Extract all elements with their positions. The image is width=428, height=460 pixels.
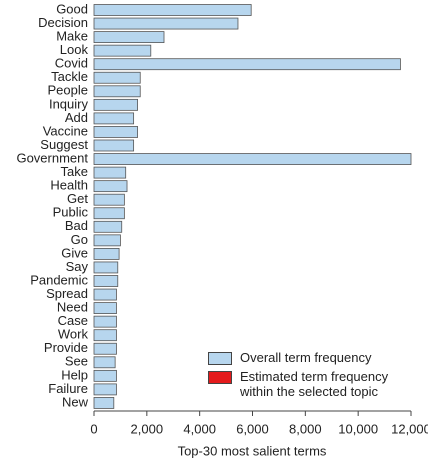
y-tick-label: Inquiry — [49, 96, 89, 111]
y-tick-label: Take — [61, 164, 88, 179]
y-tick-label: Covid — [55, 56, 88, 71]
y-tick-label: Add — [65, 110, 88, 125]
legend: Overall term frequency Estimated term fre… — [208, 350, 408, 403]
bar — [93, 247, 120, 260]
bar — [93, 180, 128, 193]
x-axis-label: Top-30 most salient terms — [178, 443, 327, 458]
bar — [93, 71, 141, 84]
bar — [93, 139, 135, 152]
legend-swatch — [208, 371, 232, 384]
y-tick-label: Provide — [44, 340, 88, 355]
bar — [93, 153, 412, 165]
bar — [93, 85, 141, 98]
y-tick-label: People — [48, 83, 88, 98]
legend-item: Estimated term frequency within the sele… — [208, 369, 408, 399]
y-tick-label: Public — [53, 205, 89, 220]
x-tick-label: 6,000 — [236, 421, 269, 436]
bar — [93, 369, 117, 382]
y-tick-label: Get — [67, 191, 88, 206]
x-tick-label: 0 — [90, 421, 97, 436]
y-tick-label: Spread — [46, 286, 88, 301]
bar — [93, 234, 121, 247]
x-tick-label: 10,000 — [338, 421, 378, 436]
bar — [93, 98, 138, 111]
y-tick-label: Decision — [38, 15, 88, 30]
bar — [93, 329, 117, 342]
y-tick-label: Pandemic — [30, 272, 88, 287]
bar — [93, 383, 117, 396]
legend-label: Overall term frequency — [240, 350, 372, 365]
y-tick-label: See — [65, 354, 88, 369]
bar — [93, 4, 252, 16]
y-tick-label: Good — [56, 1, 88, 16]
bar — [93, 397, 115, 409]
bar — [93, 342, 117, 355]
y-tick-label: Health — [50, 178, 88, 193]
legend-label: Estimated term frequency within the sele… — [240, 369, 389, 399]
y-tick-label: Need — [57, 300, 88, 315]
bar — [93, 31, 165, 44]
bar — [93, 58, 401, 71]
y-tick-label: Work — [58, 327, 89, 342]
legend-item: Overall term frequency — [208, 350, 408, 365]
bar — [93, 275, 119, 287]
bar — [93, 112, 135, 125]
bar — [93, 126, 138, 138]
y-tick-label: New — [62, 394, 89, 409]
bar — [93, 44, 152, 57]
bar — [93, 315, 117, 328]
bar — [93, 302, 117, 315]
y-tick-label: Give — [61, 245, 88, 260]
x-tick-label: 4,000 — [183, 421, 216, 436]
y-tick-label: Make — [56, 29, 88, 44]
y-tick-label: Government — [16, 150, 88, 165]
bar — [93, 17, 239, 30]
x-tick-label: 2,000 — [131, 421, 164, 436]
bar — [93, 261, 119, 274]
y-tick-label: Vaccine — [43, 123, 88, 138]
y-tick-label: Bad — [65, 218, 88, 233]
y-tick-label: Look — [60, 42, 89, 57]
bar — [93, 356, 116, 369]
y-tick-label: Case — [58, 313, 88, 328]
x-tick-label: 12,000 — [391, 421, 428, 436]
bar — [93, 220, 123, 233]
bar — [93, 193, 125, 206]
y-tick-label: Say — [66, 259, 89, 274]
y-tick-label: Go — [71, 232, 88, 247]
bar — [93, 166, 127, 179]
y-tick-label: Help — [61, 367, 88, 382]
x-tick-label: 8,000 — [289, 421, 322, 436]
y-tick-label: Failure — [48, 381, 88, 396]
bar — [93, 288, 117, 301]
y-tick-label: Suggest — [40, 137, 88, 152]
y-tick-label: Tackle — [51, 69, 88, 84]
bar — [93, 207, 125, 220]
legend-swatch — [208, 352, 232, 365]
